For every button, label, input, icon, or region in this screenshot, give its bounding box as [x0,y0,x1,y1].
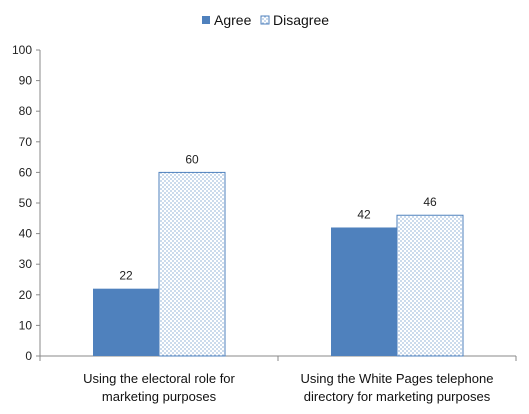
axes: 0 10 20 30 40 50 60 70 80 90 100 [12,43,517,363]
y-tick-label: 10 [19,318,33,332]
legend-label-disagree: Disagree [273,12,329,28]
y-tick-label: 60 [19,165,33,179]
data-label-disagree-2: 46 [423,195,437,209]
category-label-1: Using the electoral role for [83,371,235,386]
legend: Agree Disagree [202,12,329,28]
category-label-2: Using the White Pages telephone [301,371,494,386]
y-tick-label: 80 [19,104,33,118]
data-label-disagree-1: 60 [185,152,199,166]
y-tick-label: 90 [19,74,33,88]
legend-swatch-disagree [260,15,270,25]
legend-swatch-agree [202,16,210,24]
bar-disagree-2 [396,214,464,357]
category-label-2: directory for marketing purposes [304,389,491,404]
y-tick-label: 70 [19,135,33,149]
bars [93,171,464,357]
data-label-agree-2: 42 [357,207,371,221]
y-tick-label: 100 [12,43,32,57]
bar-agree-1 [93,288,159,356]
bar-agree-2 [331,227,397,356]
y-tick-label: 20 [19,288,33,302]
category-label-1: marketing purposes [102,389,217,404]
legend-label-agree: Agree [214,12,252,28]
data-label-agree-1: 22 [119,269,133,283]
labels: 22 60 Using the electoral role for marketin… [83,152,493,404]
y-tick-label: 30 [19,257,33,271]
bar-disagree-1 [158,171,226,357]
y-tick-label: 50 [19,196,33,210]
y-tick-label: 0 [25,349,32,363]
y-tick-label: 40 [19,227,33,241]
